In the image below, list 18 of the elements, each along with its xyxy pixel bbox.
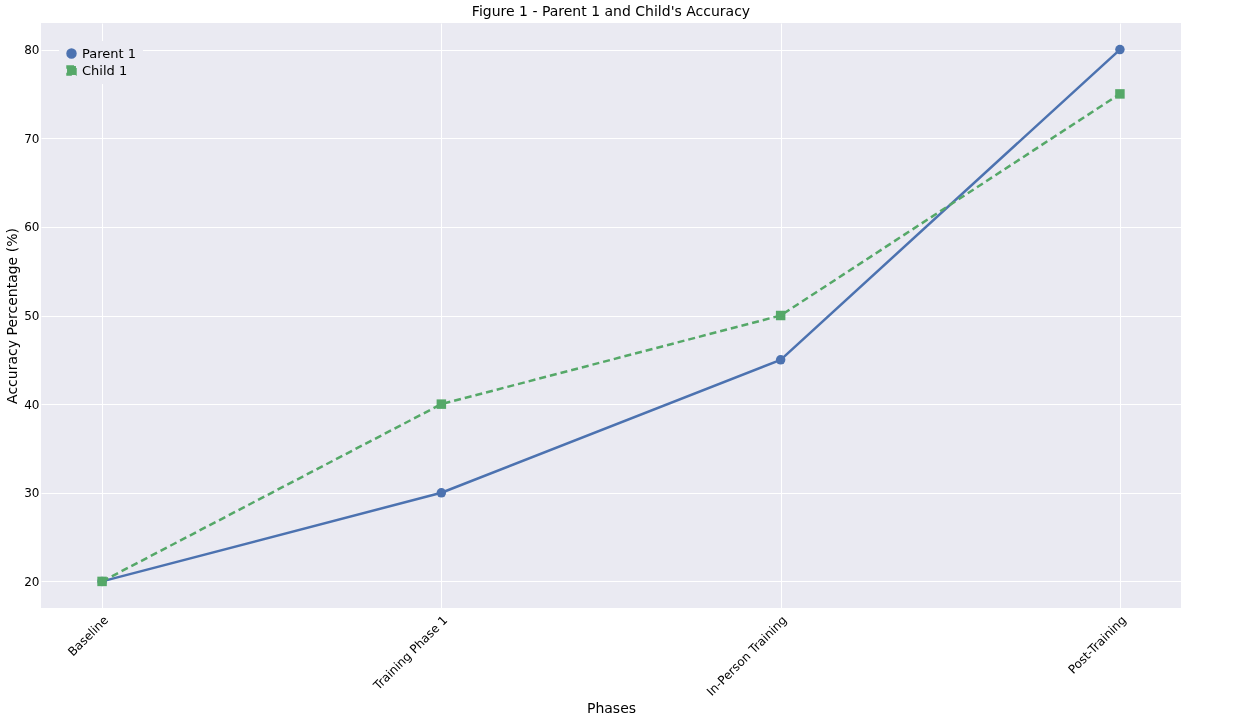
y-tick-label: 50 [24,309,40,323]
point [436,488,447,498]
legend-label: Child 1 [82,62,128,78]
point [436,399,447,409]
point [1115,89,1125,99]
y-tick-label: 20 [24,574,40,589]
point [775,355,786,365]
x-axis-title: Phases [586,699,637,716]
y-tick-label: 60 [24,220,40,235]
y-tick-label: 30 [24,486,40,501]
legend-label: Parent 1 [82,45,137,61]
y-tick-label: 80 [24,43,40,58]
point [775,310,786,321]
y-axis-title: Accuracy Percentage (%) [4,228,21,404]
point [1115,44,1125,55]
y-tick-label: 70 [24,131,40,146]
chart-title: Figure 1 - Parent 1 and Child's Accuracy [471,3,751,19]
y-tick-label: 40 [24,397,40,412]
